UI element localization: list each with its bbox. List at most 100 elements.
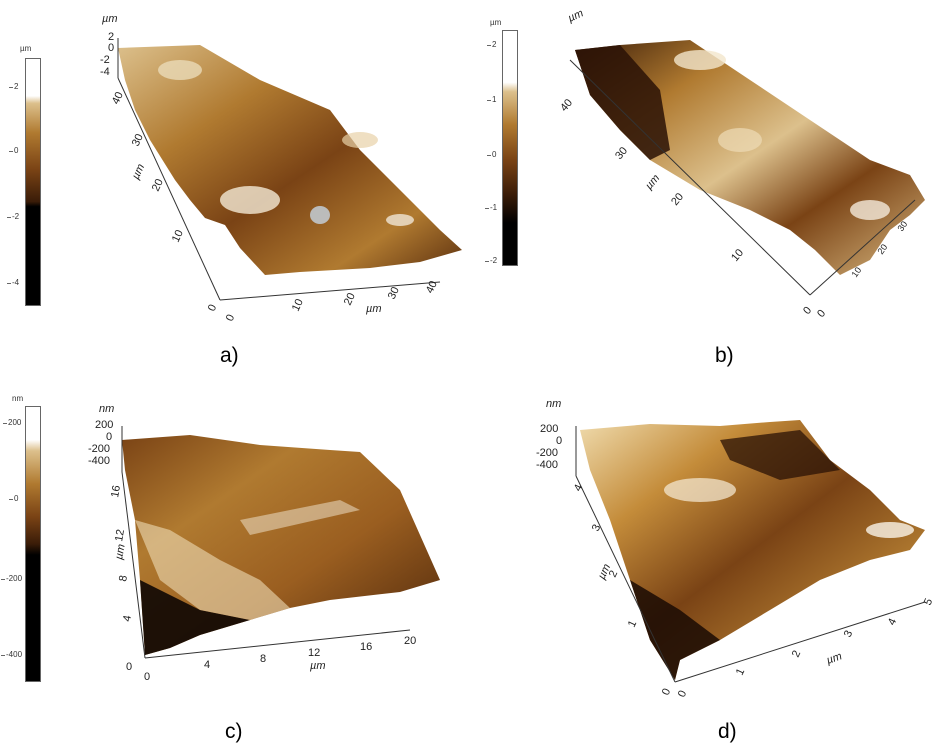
x-tick: 8 — [260, 653, 266, 665]
y-tick: 12 — [113, 528, 127, 542]
surface-highlight — [866, 522, 914, 538]
surface-plot-d: nm 200 0 -200 -400 4 3 µm 2 1 0 0 1 2 µm… — [536, 398, 933, 700]
colorbar-tick: -400 — [0, 650, 23, 659]
surface-highlight — [342, 132, 378, 148]
surface-highlight — [850, 200, 890, 220]
z-tick: -2 — [100, 54, 110, 66]
panel-caption: d) — [718, 720, 737, 743]
z-tick: -4 — [100, 66, 110, 78]
surface-plot-c: nm 200 0 -200 -400 16 12 µm 8 4 0 0 4 8 … — [88, 403, 440, 683]
x-tick: 4 — [204, 659, 210, 671]
x-tick: 2 — [790, 649, 803, 660]
y-tick: 30 — [130, 132, 146, 148]
colorbar — [25, 58, 41, 306]
y-axis — [575, 475, 676, 683]
y-tick: 20 — [150, 177, 166, 193]
x-tick: 12 — [308, 647, 320, 659]
x-tick: 20 — [342, 291, 358, 307]
z-tick: -200 — [88, 443, 110, 455]
z-tick: 0 — [106, 431, 112, 443]
colorbar-tick: 0 — [486, 150, 497, 159]
surface-plot-b: µm 40 30 µm 20 10 0 0 10 20 30 — [558, 7, 925, 320]
x-tick: 30 — [386, 285, 402, 301]
y-axis-unit: µm — [596, 562, 613, 581]
x-axis — [674, 601, 926, 683]
z-axis-unit: nm — [99, 403, 114, 415]
origin-label: 0 — [660, 687, 673, 698]
x-tick: 20 — [404, 635, 416, 647]
x-tick: 4 — [886, 617, 899, 628]
colorbar-unit: nm — [12, 394, 24, 403]
x-axis-unit: µm — [825, 650, 844, 667]
y-tick: 1 — [626, 619, 639, 630]
origin-label: 0 — [144, 671, 150, 683]
z-axis-unit: µm — [566, 7, 585, 24]
colorbar — [25, 406, 41, 682]
surface-highlight — [310, 206, 330, 224]
colorbar-tick: 0 — [8, 494, 19, 503]
surface-highlight — [664, 478, 736, 502]
origin-label: 0 — [224, 313, 237, 324]
panel-caption: c) — [225, 720, 243, 743]
y-tick: 16 — [109, 484, 123, 498]
x-tick: 10 — [849, 265, 863, 279]
panel-caption: a) — [220, 344, 239, 367]
surface — [118, 45, 462, 275]
panel-d: nm 200 0 -200 -400 4 3 µm 2 1 0 0 1 2 µm… — [470, 380, 933, 749]
colorbar-tick: -2 — [484, 256, 498, 265]
z-tick: -400 — [536, 459, 558, 471]
x-axis — [809, 199, 916, 296]
x-tick: 40 — [424, 279, 440, 295]
panel-c: nm 200 0 -200 -400 nm 200 0 -200 -400 16… — [0, 380, 470, 749]
surface-highlight — [158, 60, 202, 80]
origin-label: 0 — [206, 303, 219, 314]
colorbar-tick: 200 — [2, 418, 22, 427]
y-axis-unit: µm — [113, 543, 128, 560]
z-axis-unit: µm — [102, 13, 118, 25]
y-axis-unit: µm — [643, 172, 662, 192]
y-tick: 4 — [121, 614, 134, 622]
y-tick: 30 — [613, 145, 630, 162]
z-tick: 0 — [556, 435, 562, 447]
x-axis-unit: µm — [366, 303, 382, 315]
panel-caption: b) — [715, 344, 734, 367]
x-tick: 16 — [360, 641, 372, 653]
surface-highlight — [135, 520, 290, 620]
x-axis-unit: µm — [310, 660, 326, 672]
colorbar-tick: 2 — [8, 82, 19, 91]
colorbar-unit: µm — [20, 44, 32, 53]
origin-label: 0 — [801, 305, 814, 317]
surface-highlight — [240, 500, 360, 535]
colorbar-tick: -1 — [484, 203, 498, 212]
y-tick: 3 — [590, 523, 603, 534]
x-tick: 3 — [842, 629, 855, 640]
colorbar-tick: 2 — [486, 40, 497, 49]
x-axis — [144, 629, 411, 659]
x-tick: 20 — [875, 242, 889, 256]
panel-b: µm 2 1 0 -1 -2 µm 40 30 µm 20 10 0 0 10 … — [470, 0, 933, 375]
y-axis — [121, 471, 146, 659]
origin-label: 0 — [126, 661, 132, 673]
x-tick: 5 — [922, 597, 933, 608]
y-axis — [117, 77, 221, 301]
z-tick: -200 — [536, 447, 558, 459]
colorbar-tick: -200 — [0, 574, 23, 583]
surface-shadow — [720, 430, 840, 480]
z-tick: 200 — [95, 419, 113, 431]
origin-label: 0 — [815, 308, 828, 320]
y-tick: 2 — [607, 569, 620, 580]
z-tick: 2 — [108, 31, 114, 43]
colorbar — [502, 30, 518, 266]
origin-label: 0 — [676, 689, 689, 700]
surface-highlight — [718, 128, 762, 152]
z-tick: 0 — [108, 42, 114, 54]
surface-plot-a: µm 2 0 -2 -4 µm 40 30 20 10 0 0 10 20 30… — [100, 13, 462, 324]
surface-highlight — [220, 186, 280, 214]
surface-highlight — [386, 214, 414, 226]
z-axis-unit: nm — [546, 398, 561, 410]
surface-shadow — [575, 45, 670, 160]
y-axis-unit: µm — [130, 162, 147, 181]
colorbar-tick: 1 — [486, 95, 497, 104]
y-tick: 40 — [558, 97, 575, 114]
z-tick: 200 — [540, 423, 558, 435]
